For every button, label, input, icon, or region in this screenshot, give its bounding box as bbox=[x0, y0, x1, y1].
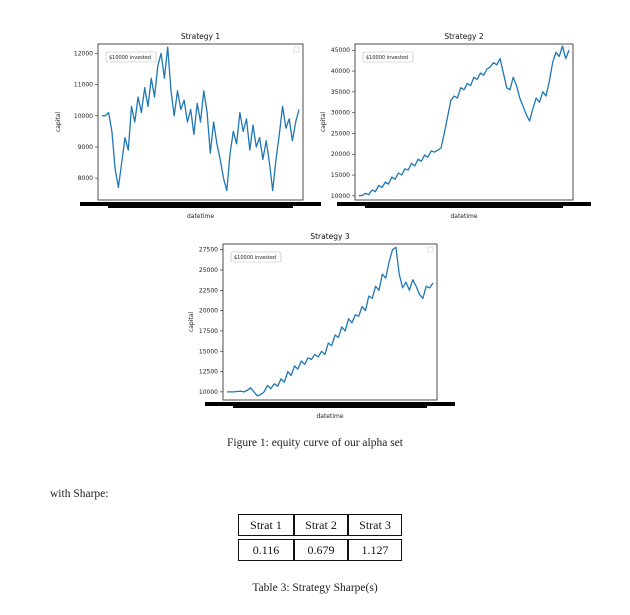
legend-box bbox=[230, 251, 282, 263]
chart-strategy-1: Strategy 1 8000 9000 10000 11000 12000 capital… bbox=[53, 24, 321, 224]
chart-strategy-3: Strategy 3 10000 12500 15000 17500 20000 22500… bbox=[185, 224, 455, 424]
x-tick-labels bbox=[205, 402, 455, 406]
legend-marker bbox=[427, 246, 434, 253]
sharpe-table: Strat 1 Strat 2 Strat 3 0.116 0.679 1.12… bbox=[238, 514, 402, 561]
chart-title: Strategy 2 bbox=[444, 32, 484, 41]
table-value-cell: 1.127 bbox=[348, 539, 402, 561]
chart-strategy-2-svg: Strategy 2 10000 15000 20000 25000 30000 35000… bbox=[320, 32, 591, 220]
table-value-cell: 0.679 bbox=[294, 539, 348, 561]
x-axis-label: datetime bbox=[187, 213, 214, 220]
table-value-cell: 0.116 bbox=[238, 539, 294, 561]
legend-marker bbox=[563, 46, 570, 53]
chart-strategy-2: Strategy 2 10000 15000 20000 25000 30000 35000… bbox=[318, 24, 591, 224]
table-caption: Table 3: Strategy Sharpe(s) bbox=[252, 582, 378, 594]
series-line bbox=[102, 46, 300, 192]
y-tick-label: 20000 bbox=[331, 151, 350, 158]
y-tick-label: 8000 bbox=[78, 175, 93, 182]
legend-box bbox=[362, 51, 414, 63]
x-axis-label: datetime bbox=[316, 413, 343, 420]
y-tick-label: 11000 bbox=[74, 82, 93, 89]
chart-title: Strategy 1 bbox=[181, 32, 221, 41]
x-tick-labels bbox=[337, 202, 591, 206]
y-tick-label: 25000 bbox=[331, 130, 350, 137]
legend-box bbox=[105, 51, 157, 63]
y-tick-label: 25000 bbox=[199, 267, 218, 274]
plot-frame bbox=[97, 43, 304, 201]
x-axis-label: datetime bbox=[450, 213, 477, 220]
legend-label: $10000 invested bbox=[366, 55, 408, 61]
body-text: with Sharpe: bbox=[50, 488, 109, 500]
series-line bbox=[358, 45, 570, 197]
x-tick-labels bbox=[108, 206, 293, 208]
y-tick-label: 30000 bbox=[331, 110, 350, 117]
y-tick-label: 35000 bbox=[331, 89, 350, 96]
x-tick-labels bbox=[365, 206, 563, 208]
x-tick-labels bbox=[80, 202, 321, 206]
legend-marker bbox=[293, 46, 300, 53]
table-header-cell: Strat 2 bbox=[294, 514, 348, 536]
chart-strategy-1-svg: Strategy 1 8000 9000 10000 11000 12000 capital… bbox=[55, 32, 321, 220]
y-tick-label: 12500 bbox=[199, 369, 218, 376]
chart-title: Strategy 3 bbox=[310, 232, 350, 241]
table-header-cell: Strat 1 bbox=[238, 514, 294, 536]
y-tick-label: 17500 bbox=[199, 328, 218, 335]
series-line bbox=[227, 246, 434, 397]
y-tick-label: 45000 bbox=[331, 47, 350, 54]
y-tick-label: 40000 bbox=[331, 68, 350, 75]
y-tick-label: 9000 bbox=[78, 144, 93, 151]
table-row: 0.116 0.679 1.127 bbox=[238, 539, 402, 561]
plot-frame bbox=[354, 43, 574, 201]
table-header-row: Strat 1 Strat 2 Strat 3 bbox=[238, 514, 402, 536]
x-tick-labels bbox=[233, 406, 427, 408]
y-axis-label: capital bbox=[188, 312, 195, 332]
y-tick-label: 20000 bbox=[199, 308, 218, 315]
y-tick-label: 10000 bbox=[74, 113, 93, 120]
legend-label: $10000 invested bbox=[109, 55, 151, 61]
plot-frame bbox=[222, 243, 438, 401]
y-tick-label: 12000 bbox=[74, 50, 93, 57]
chart-strategy-3-svg: Strategy 3 10000 12500 15000 17500 20000 22500… bbox=[188, 232, 455, 420]
y-axis-label: capital bbox=[320, 112, 327, 132]
y-tick-label: 10000 bbox=[199, 389, 218, 396]
y-tick-label: 10000 bbox=[331, 193, 350, 200]
y-tick-label: 27500 bbox=[199, 247, 218, 254]
y-tick-label: 22500 bbox=[199, 287, 218, 294]
y-tick-label: 15000 bbox=[331, 172, 350, 179]
table-header-cell: Strat 3 bbox=[348, 514, 402, 536]
y-tick-label: 15000 bbox=[199, 348, 218, 355]
y-axis-label: capital bbox=[55, 112, 62, 132]
figure-caption: Figure 1: equity curve of our alpha set bbox=[227, 437, 403, 449]
legend-label: $10000 invested bbox=[234, 255, 276, 261]
